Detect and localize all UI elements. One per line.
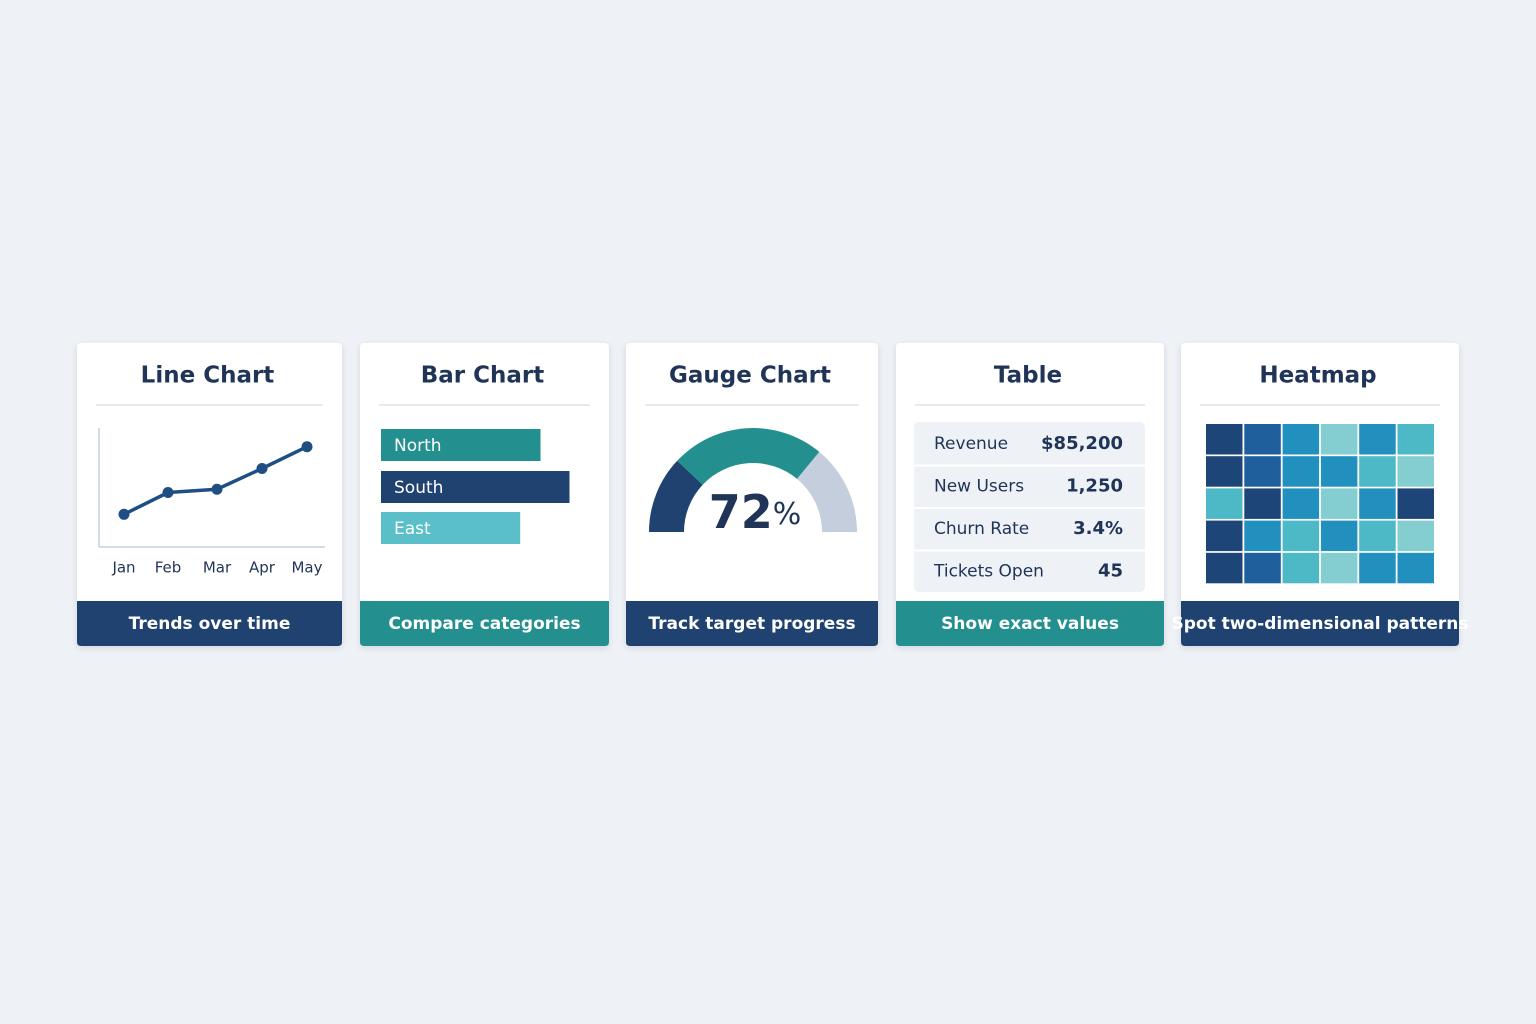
card-title: Line Chart	[141, 363, 275, 389]
card-footer	[77, 601, 342, 646]
row-label: New Users	[934, 477, 1024, 497]
card-title: Table	[994, 363, 1062, 389]
card-title: Gauge Chart	[669, 363, 831, 389]
row-value: 3.4%	[1073, 518, 1123, 539]
heatmap-cell	[1206, 488, 1243, 519]
heatmap-cell	[1244, 552, 1281, 584]
heatmap-cell	[1359, 520, 1396, 552]
line-point	[211, 483, 223, 495]
gauge-value: 72%	[709, 485, 802, 539]
x-tick-label: May	[291, 559, 322, 577]
heatmap-cell	[1359, 488, 1396, 519]
card-caption: Spot two-dimensional patterns	[1171, 614, 1468, 634]
x-tick-label: Jan	[111, 559, 135, 577]
card-caption: Track target progress	[648, 614, 855, 634]
x-tick-label: Mar	[203, 559, 232, 577]
card	[77, 343, 342, 646]
heatmap-cell	[1244, 456, 1281, 487]
heatmap-cell	[1206, 552, 1243, 584]
heatmap-cell	[1244, 424, 1281, 455]
bar-label: East	[394, 519, 431, 539]
heatmap-cell	[1282, 552, 1320, 584]
line-point	[256, 463, 268, 475]
line-point	[301, 441, 313, 453]
heatmap-cell	[1206, 456, 1243, 487]
gauge-track	[796, 451, 857, 532]
card-footer	[1181, 601, 1459, 646]
gauge-fill	[649, 460, 703, 532]
heatmap-cell	[1397, 424, 1434, 455]
heatmap-cell	[1282, 488, 1320, 519]
card-footer	[360, 601, 609, 646]
heatmap-cell	[1397, 552, 1434, 584]
row-value: $85,200	[1041, 433, 1123, 454]
heatmap-cell	[1244, 520, 1281, 552]
bar-label: South	[394, 478, 443, 498]
row-label: Revenue	[934, 434, 1008, 454]
heatmap-cell	[1320, 424, 1358, 455]
bar	[381, 512, 521, 544]
card-caption: Show exact values	[941, 614, 1119, 634]
card-title: Heatmap	[1259, 363, 1376, 389]
bar	[381, 429, 541, 461]
bar	[381, 471, 570, 503]
gauge-fill	[677, 428, 820, 485]
card-title: Bar Chart	[421, 363, 545, 389]
x-tick-label: Feb	[155, 559, 182, 577]
heatmap-cell	[1320, 456, 1358, 487]
row-label: Churn Rate	[934, 519, 1029, 539]
gauge-unit: %	[773, 497, 802, 532]
card-caption: Compare categories	[388, 614, 580, 634]
card	[626, 343, 878, 646]
heatmap-cell	[1397, 488, 1434, 519]
heatmap-cell	[1397, 456, 1434, 487]
line-point	[118, 508, 130, 520]
heatmap-cell	[1206, 424, 1243, 455]
heatmap-cell	[1244, 488, 1281, 519]
row-value: 45	[1098, 561, 1123, 582]
gauge-number: 72	[709, 485, 773, 539]
row-value: 1,250	[1066, 476, 1123, 497]
row-label: Tickets Open	[933, 562, 1044, 582]
line-point	[162, 487, 174, 498]
heatmap-cell	[1359, 552, 1396, 584]
heatmap-cell	[1320, 552, 1358, 584]
heatmap-cell	[1320, 520, 1358, 552]
heatmap-cell	[1359, 456, 1396, 487]
heatmap-cell	[1206, 520, 1243, 552]
bar-label: North	[394, 436, 442, 456]
card-caption: Trends over time	[129, 614, 291, 634]
heatmap-cell	[1282, 520, 1320, 552]
card-footer	[626, 601, 878, 646]
card-footer	[896, 601, 1164, 646]
x-tick-label: Apr	[249, 559, 276, 577]
heatmap-cell	[1320, 488, 1358, 519]
heatmap-cell	[1359, 424, 1396, 455]
heatmap-cell	[1282, 456, 1320, 487]
heatmap-cell	[1282, 424, 1320, 455]
heatmap-cell	[1397, 520, 1434, 552]
